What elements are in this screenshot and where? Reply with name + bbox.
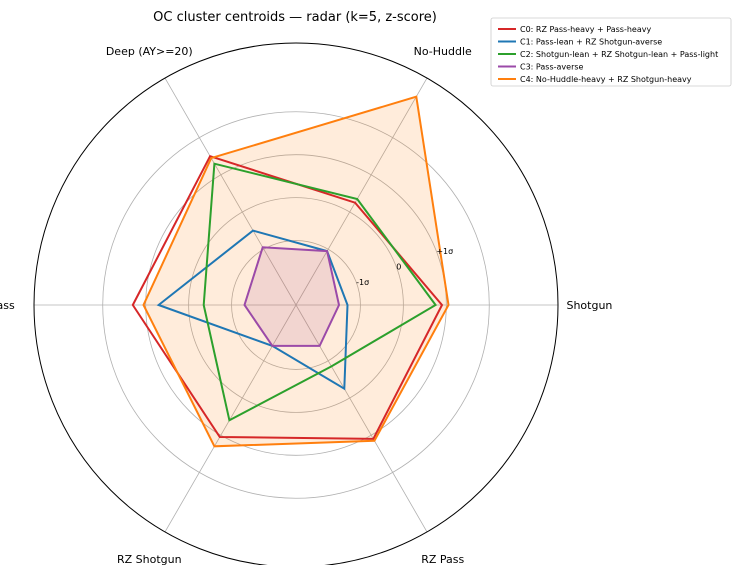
legend-label: C2: Shotgun-lean + RZ Shotgun-lean + Pas… bbox=[520, 50, 718, 59]
grid-spoke bbox=[295, 77, 428, 306]
ring-label: +1σ bbox=[436, 247, 453, 256]
series-line bbox=[131, 154, 444, 440]
series-fill bbox=[244, 247, 339, 346]
legend-frame bbox=[490, 17, 732, 87]
axis-label-rz-pass: RZ Pass bbox=[421, 553, 464, 565]
ring-label: -1σ bbox=[356, 278, 369, 287]
grid-spoke bbox=[295, 304, 428, 533]
outer-frame bbox=[33, 42, 559, 565]
axis-label-no-huddle: No-Huddle bbox=[414, 45, 472, 58]
series-lines bbox=[131, 95, 450, 448]
legend-label: C1: Pass-lean + RZ Shotgun-averse bbox=[520, 38, 662, 47]
series-line bbox=[202, 162, 438, 422]
series-fills bbox=[143, 96, 449, 447]
series-fill bbox=[143, 96, 449, 447]
ring-label: 0 bbox=[396, 263, 401, 272]
chart-title: OC cluster centroids — radar (k=5, z-sco… bbox=[153, 10, 437, 25]
axis-label-rz-shotgun: RZ Shotgun bbox=[117, 553, 182, 565]
legend-label: C4: No-Huddle-heavy + RZ Shotgun-heavy bbox=[520, 75, 692, 84]
legend: C0: RZ Pass-heavy + Pass-heavy C1: Pass-l… bbox=[490, 17, 732, 87]
legend-label: C0: RZ Pass-heavy + Pass-heavy bbox=[520, 25, 651, 34]
series-line bbox=[243, 246, 341, 347]
axis-labels: -1σ 0 +1σ Shotgun No-Huddle Deep (AY>=20) Pass… bbox=[0, 45, 612, 565]
axis-label-pass: Pass bbox=[0, 299, 15, 312]
legend-label: C3: Pass-averse bbox=[520, 63, 584, 72]
axis-label-deep-ay-20-: Deep (AY>=20) bbox=[106, 45, 193, 58]
axis-label-shotgun: Shotgun bbox=[566, 299, 612, 312]
series-line bbox=[142, 95, 450, 448]
grid-spoke bbox=[164, 304, 297, 533]
grid-spoke bbox=[164, 77, 297, 306]
